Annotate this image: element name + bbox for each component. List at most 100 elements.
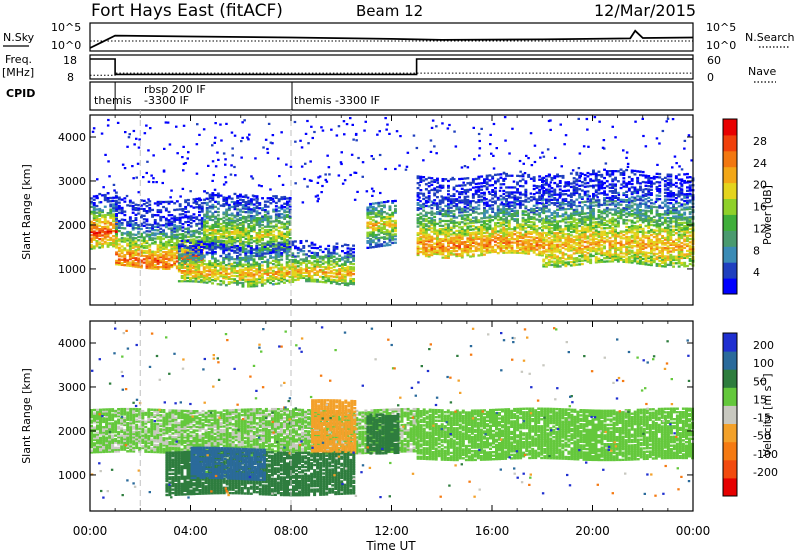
power-cell (224, 275, 228, 278)
power-cell (419, 189, 423, 192)
power-cell (123, 259, 127, 262)
power-cell (115, 218, 118, 221)
power-cell (597, 185, 601, 188)
power-cell (203, 230, 206, 233)
power-cell (553, 240, 557, 243)
power-cell (463, 240, 467, 244)
power-cell (233, 264, 237, 268)
power-cell (126, 249, 130, 252)
power-cell (98, 231, 102, 234)
power-cell (600, 180, 604, 183)
power-cell (120, 198, 124, 201)
power-cell (586, 228, 590, 231)
power-cell (191, 266, 195, 270)
power-cell (427, 226, 431, 230)
power-cell (277, 258, 281, 262)
power-cell (494, 225, 497, 228)
power-cell (380, 208, 384, 211)
power-cell (535, 201, 539, 204)
power-cell (463, 232, 467, 235)
power-cell (458, 233, 461, 236)
power-cell (474, 177, 478, 181)
power-cell (341, 263, 344, 266)
power-cell (505, 174, 508, 177)
power-cell (227, 213, 231, 217)
power-cell (524, 200, 528, 203)
power-cell (123, 264, 127, 267)
power-cell (586, 252, 590, 255)
power-cell (600, 250, 604, 253)
power-cell (120, 208, 124, 211)
power-cell (594, 222, 598, 225)
power-cell (488, 244, 492, 247)
power-cell (391, 220, 395, 223)
power-cell (603, 230, 606, 233)
power-cell (167, 224, 171, 227)
power-cell (250, 209, 253, 213)
power-cell (280, 275, 284, 278)
power-cell (553, 203, 557, 206)
power-cell (327, 259, 331, 263)
power-cell (346, 255, 350, 258)
power-cell (117, 258, 121, 261)
power-cell (561, 263, 565, 266)
power-cell (605, 257, 609, 260)
power-cell (458, 246, 461, 249)
power-cell (173, 225, 177, 228)
power-cell (466, 240, 470, 243)
power-cell (208, 243, 212, 246)
power-cell (477, 187, 481, 190)
power-cell (131, 263, 135, 266)
power-cell (447, 203, 450, 206)
power-cell (148, 210, 152, 213)
power-cell (112, 235, 115, 238)
power-cell (335, 247, 339, 250)
power-cell (600, 235, 604, 238)
power-cell (592, 236, 595, 239)
power-cell (299, 250, 303, 253)
power-cell (513, 213, 517, 216)
power-cell (269, 198, 273, 201)
power-cell (230, 271, 234, 274)
power-cell (285, 271, 289, 274)
power-cell (247, 239, 251, 242)
power-cell (597, 259, 601, 262)
power-cell (294, 270, 297, 273)
power-cell (151, 255, 154, 258)
power-cell (255, 273, 259, 276)
power-cell (230, 235, 234, 239)
power-cell (535, 245, 539, 248)
power-cell (195, 229, 199, 232)
power-cell (424, 214, 428, 218)
power-cell (545, 235, 548, 238)
power-cell (313, 256, 317, 260)
power-cell (186, 246, 190, 249)
power-cell (460, 241, 464, 244)
power-cell (592, 248, 595, 251)
power-cell (385, 212, 389, 215)
power-cell (197, 240, 201, 243)
noise-left-tick-top: 10^5 (51, 21, 81, 34)
power-cell (483, 203, 486, 206)
power-cell (272, 240, 276, 243)
power-cell (208, 261, 212, 265)
power-cell (600, 215, 604, 218)
power-cell (131, 256, 135, 260)
power-cell (444, 196, 448, 199)
power-cell (583, 204, 587, 207)
power-cell (586, 235, 590, 238)
power-cell (222, 241, 226, 244)
power-cell (236, 208, 240, 211)
power-cell (518, 193, 522, 196)
power-cell (592, 231, 595, 234)
power-cell (524, 245, 528, 248)
power-cell (288, 242, 292, 245)
power-cell (103, 214, 107, 217)
power-cell (469, 245, 472, 248)
power-cell (260, 264, 264, 267)
power-cell (592, 196, 595, 199)
power-cell (255, 223, 259, 226)
power-cell (117, 196, 121, 199)
power-cell (205, 212, 209, 215)
power-cell (219, 243, 223, 246)
